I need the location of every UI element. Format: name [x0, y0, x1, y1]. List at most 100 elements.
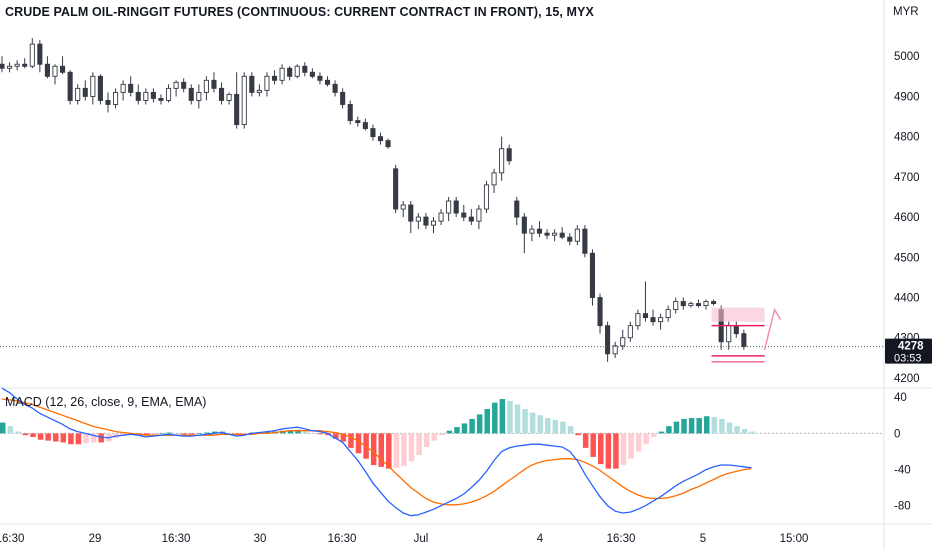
last-price-value: 4278: [898, 341, 924, 353]
last-price-badge: [885, 338, 932, 364]
time-tick-label: 16:30: [162, 533, 191, 545]
candle-body: [14, 63, 20, 67]
macd-histogram-bar: [446, 430, 453, 434]
candle-body: [377, 136, 384, 142]
candle-body: [128, 83, 134, 93]
candle-body: [135, 91, 141, 101]
macd-histogram-bar: [98, 433, 104, 443]
macd-histogram-bar: [696, 418, 702, 434]
macd-histogram-bar: [613, 433, 619, 469]
candle-body: [544, 232, 550, 236]
macd-histogram-bar: [431, 433, 437, 441]
candle-body: [196, 91, 202, 101]
candle-body: [181, 81, 187, 89]
candle-body: [688, 303, 694, 307]
macd-histogram-bar: [204, 432, 210, 434]
candle-body: [370, 128, 376, 138]
macd-histogram-bar: [174, 433, 180, 434]
macd-histogram-bar: [45, 433, 51, 441]
price-tick-label: 4400: [894, 293, 920, 305]
macd-histogram-bar: [196, 433, 203, 434]
candle-body: [695, 303, 701, 307]
price-tick-label: 4600: [894, 212, 920, 224]
candle-body: [476, 208, 482, 222]
candle-body: [673, 301, 679, 311]
candle-body: [294, 65, 300, 77]
macd-histogram-bar: [416, 433, 422, 456]
macd-histogram-bar: [60, 433, 67, 443]
time-tick-label: 5: [700, 533, 706, 545]
macd-histogram-bar: [15, 431, 21, 434]
projection-arrow: [763, 307, 782, 350]
candle-body: [536, 228, 543, 234]
candle-body: [188, 87, 194, 101]
macd-histogram-bar: [590, 433, 596, 457]
candle-body: [0, 63, 5, 69]
macd-histogram-bar: [741, 428, 748, 434]
macd-histogram-bar: [673, 421, 680, 434]
candle-body: [650, 317, 656, 323]
macd-histogram-bar: [317, 433, 324, 435]
macd-histogram-bar: [484, 408, 490, 434]
price-tick-label: 4500: [894, 252, 920, 264]
macd-histogram-bar: [635, 433, 642, 452]
candle-body: [7, 65, 13, 69]
candle-body: [97, 75, 103, 101]
candle-body: [67, 71, 73, 101]
candle-body: [733, 325, 739, 335]
macd-histogram-bar: [454, 427, 460, 434]
time-tick-label: Jul: [414, 533, 429, 545]
macd-histogram-bar: [461, 423, 468, 434]
time-tick-label: 16:30: [607, 533, 636, 545]
macd-histogram-bar: [651, 433, 657, 438]
macd-histogram-bar: [492, 402, 498, 434]
candle-body: [393, 168, 399, 210]
macd-histogram-bar: [30, 433, 36, 438]
macd-histogram-bar: [605, 433, 612, 469]
candle-body: [324, 79, 331, 85]
candle-body: [620, 337, 626, 347]
macd-histogram-bar: [52, 433, 59, 442]
candle-body: [574, 228, 580, 242]
candle-body: [234, 93, 240, 126]
candle-body: [309, 71, 315, 77]
macd-histogram-bar: [704, 416, 710, 434]
candle-body: [499, 148, 505, 174]
candle-body: [120, 83, 126, 93]
candle-body: [430, 220, 437, 226]
macd-histogram-bar: [408, 433, 415, 462]
macd-line: [1, 387, 752, 517]
macd-title[interactable]: MACD (12, 26, close, 9, EMA, EMA): [5, 395, 207, 409]
macd-histogram-bar: [143, 433, 150, 436]
macd-histogram-bar: [83, 433, 89, 444]
candle-body: [559, 232, 565, 238]
candle-body: [22, 63, 28, 67]
candle-body: [271, 75, 278, 81]
candle-body: [264, 75, 270, 91]
candle-body: [29, 43, 35, 67]
macd-histogram-bar: [310, 433, 316, 434]
macd-histogram-bar: [575, 433, 581, 436]
candle-body: [612, 345, 618, 355]
candle-body: [506, 148, 512, 162]
time-tick-label: 29: [89, 533, 102, 545]
candle-body: [400, 204, 406, 210]
candle-body: [173, 81, 179, 89]
macd-histogram-bar: [598, 433, 604, 465]
candle-body: [60, 65, 66, 73]
macd-histogram-bar: [545, 418, 551, 434]
candle-body: [423, 216, 429, 226]
candle-body: [658, 317, 664, 323]
macd-histogram-bar: [439, 433, 445, 436]
macd-tick-label: -80: [894, 501, 911, 513]
macd-histogram-bar: [7, 426, 14, 434]
macd-histogram-bar: [719, 418, 725, 434]
candle-body: [75, 87, 81, 101]
macd-histogram-bar: [476, 414, 483, 434]
candle-body: [627, 325, 633, 339]
price-tick-label: 5000: [894, 51, 920, 63]
candle-body: [211, 79, 217, 89]
candle-body: [347, 104, 353, 121]
candle-body: [256, 89, 262, 93]
